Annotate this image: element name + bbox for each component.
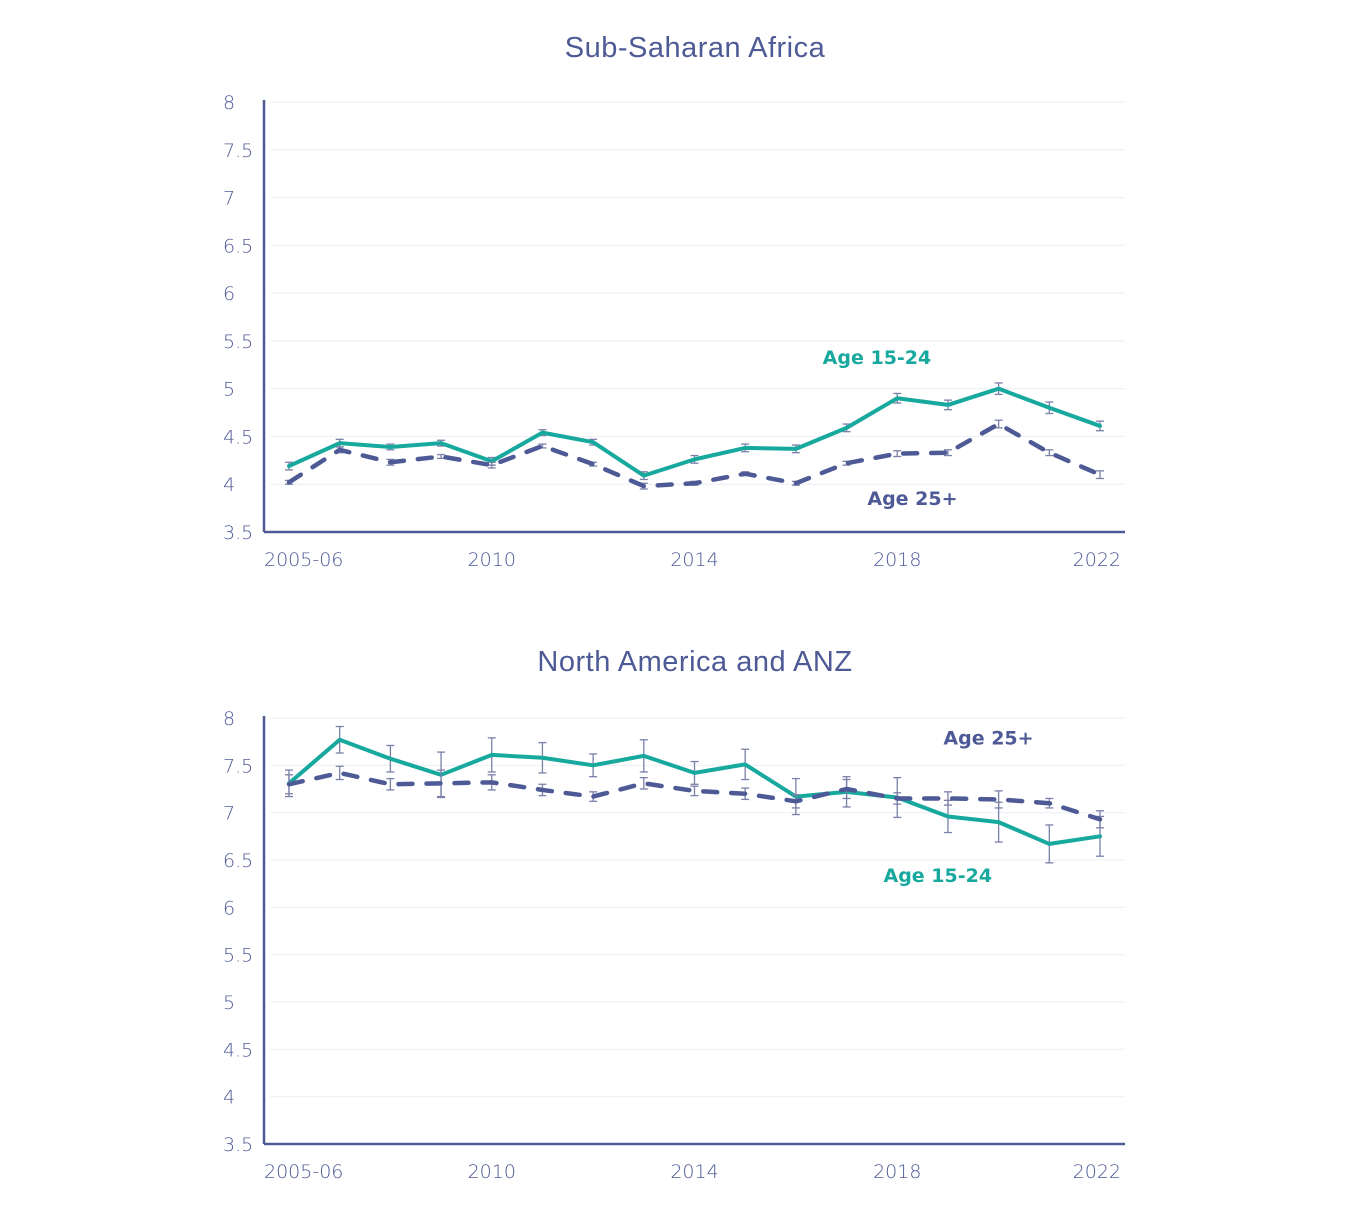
chart-title-sub-saharan-africa: Sub-Saharan Africa <box>564 32 826 64</box>
chart-title-north-america-anz: North America and ANZ <box>537 646 853 678</box>
y-tick-label: 7.5 <box>223 140 253 162</box>
y-tick-label: 6.5 <box>223 850 253 872</box>
x-tick-label: 2014 <box>670 549 718 571</box>
chart-sub-saharan-africa: 3.5 4 4.5 5 5.5 6 6.5 7 7.5 8 2005-06 2010 2014 2018 2… <box>223 92 1125 571</box>
y-tick-label: 7 <box>223 188 235 210</box>
x-tick-label: 2018 <box>873 549 921 571</box>
x-tick-label: 2022 <box>1073 549 1121 571</box>
series-label-age-15-24: Age 15-24 <box>884 865 993 887</box>
y-tick-label: 5 <box>223 992 235 1014</box>
x-tick-label: 2022 <box>1073 1161 1121 1183</box>
y-tick-label: 5 <box>223 379 235 401</box>
y-tick-label: 6.5 <box>223 235 253 257</box>
x-tick-label: 2010 <box>468 549 516 571</box>
series-label-age-25-plus: Age 25+ <box>867 488 957 510</box>
y-tick-label: 4 <box>223 474 235 496</box>
series-line-age-15-24 <box>287 386 1102 478</box>
y-tick-label: 7.5 <box>223 755 253 777</box>
y-tick-label: 8 <box>223 708 235 730</box>
series-line-age-25-plus <box>286 770 1103 822</box>
y-tick-label: 4 <box>223 1087 235 1109</box>
y-tick-label: 6 <box>223 897 235 919</box>
series-label-age-15-24: Age 15-24 <box>823 347 932 369</box>
series-line-age-15-24 <box>287 737 1102 846</box>
y-tick-label: 4.5 <box>223 1039 253 1061</box>
chart-north-america-anz: 3.5 4 4.5 5 5.5 6 6.5 7 7.5 8 2005-06 2010 2014 2018 2… <box>223 708 1125 1183</box>
x-tick-label: 2018 <box>873 1161 921 1183</box>
y-tick-label: 3.5 <box>223 1134 253 1156</box>
x-tick-label: 2010 <box>468 1161 516 1183</box>
series-line-age-25-plus <box>286 421 1103 489</box>
y-tick-label: 5.5 <box>223 945 253 967</box>
x-tick-label: 2014 <box>670 1161 718 1183</box>
y-tick-label: 4.5 <box>223 426 253 448</box>
y-tick-label: 5.5 <box>223 331 253 353</box>
series-label-age-25-plus: Age 25+ <box>943 728 1033 750</box>
y-tick-label: 3.5 <box>223 522 253 544</box>
y-tick-label: 6 <box>223 283 235 305</box>
y-tick-label: 7 <box>223 803 235 825</box>
x-tick-label: 2005-06 <box>264 549 343 571</box>
y-tick-label: 8 <box>223 92 235 114</box>
x-tick-label: 2005-06 <box>264 1161 343 1183</box>
